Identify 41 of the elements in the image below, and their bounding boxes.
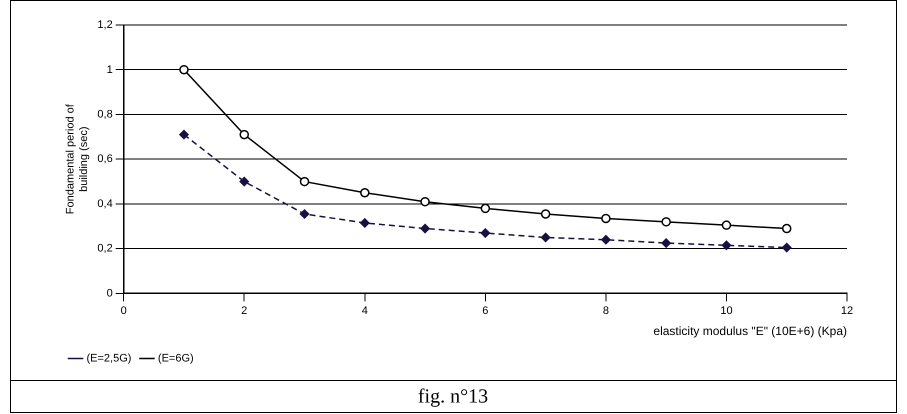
text: fig. n°13: [418, 385, 488, 408]
point: [480, 204, 490, 214]
y-tick-label: 1: [106, 64, 113, 76]
point: [722, 220, 732, 230]
point: [722, 240, 732, 250]
point: [601, 234, 611, 244]
point: [300, 209, 310, 219]
point: [239, 176, 249, 186]
y-tick-label: 0,2: [97, 242, 113, 255]
x-tick-label: 4: [362, 305, 368, 318]
point: [300, 176, 310, 186]
point: [360, 218, 370, 228]
point: [480, 228, 490, 238]
x-tick-label: 8: [602, 305, 609, 318]
point: [782, 224, 792, 234]
point: [661, 238, 671, 248]
x-tick-label: 12: [840, 305, 854, 318]
y-tick-label: 0,6: [97, 153, 113, 166]
point: [239, 130, 249, 140]
point: [420, 224, 430, 234]
point: [420, 196, 430, 206]
point: [360, 188, 370, 198]
legend-label: (E=6G): [158, 352, 194, 365]
point: [179, 64, 189, 74]
y-tick-label: 1,2: [97, 19, 113, 32]
legend-label: (E=2,5G): [86, 352, 132, 365]
y-tick-label: 0,4: [97, 198, 113, 210]
y-tick-label: 0: [106, 287, 113, 300]
point: [782, 242, 792, 252]
y-axis-title: Fondamental period of building (sec): [64, 103, 90, 214]
x-axis-title: elasticity modulus "E" (10E+6) (Kpa): [653, 324, 847, 338]
x-tick-label: 6: [482, 305, 488, 318]
x-tick-label: 0: [120, 305, 127, 318]
point: [540, 209, 550, 219]
point: [540, 232, 550, 242]
x-tick-label: 2: [241, 305, 248, 318]
y-tick-label: 0,8: [97, 108, 113, 120]
point: [601, 214, 611, 224]
x-tick-label: 10: [720, 305, 733, 318]
point: [179, 130, 189, 140]
point: [661, 217, 671, 227]
